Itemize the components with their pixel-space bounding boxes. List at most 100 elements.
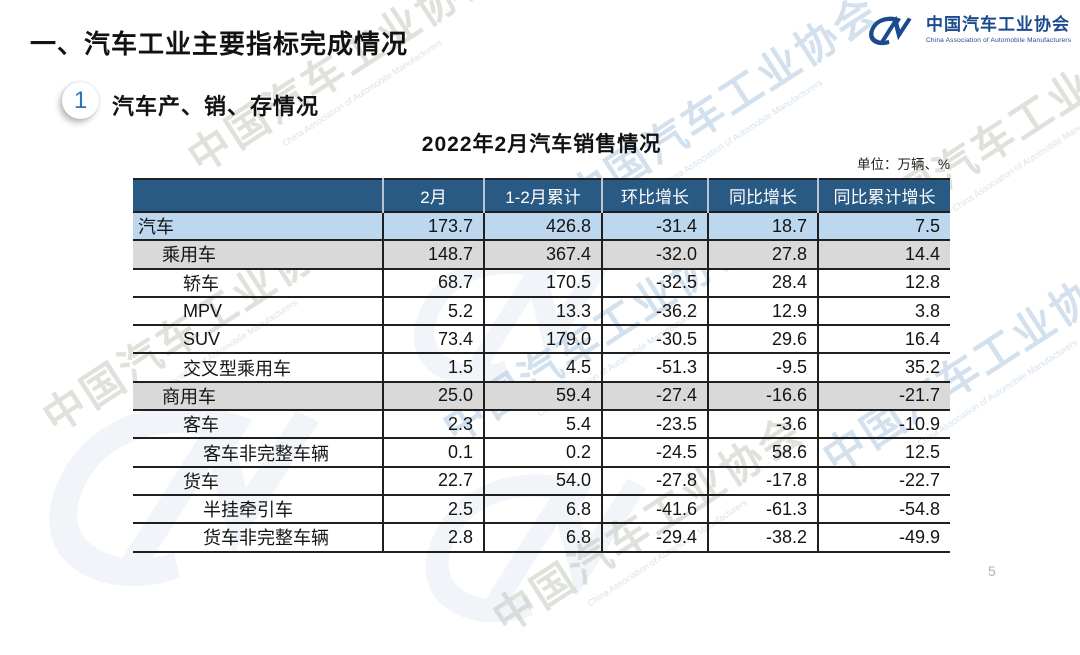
table-cell: 54.0 [483, 466, 602, 495]
logo-text: 中国汽车工业协会 China Association of Automobile… [926, 10, 1071, 44]
table-cell: 73.4 [382, 325, 484, 354]
col-header-yoy-growth: 同比增长 [707, 179, 818, 212]
table-cell: -41.6 [601, 494, 708, 524]
table-cell: -24.5 [601, 438, 708, 467]
row-label: 客车非完整车辆 [203, 443, 329, 464]
table-cell: 14.4 [817, 240, 950, 269]
table-cell: -49.9 [817, 523, 950, 552]
section-title: 一、汽车工业主要指标完成情况 [30, 29, 409, 59]
caam-logo: 中国汽车工业协会 China Association of Automobile… [866, 10, 1071, 48]
unit-note: 单位：万辆、% [856, 157, 950, 172]
table-cell: 18.7 [707, 212, 818, 241]
table-cell: -30.5 [601, 325, 708, 354]
logo-name-en: China Association of Automobile Manufact… [926, 37, 1072, 44]
page-number: 5 [988, 563, 996, 579]
table-cell: 170.5 [483, 268, 602, 297]
row-label: 交叉型乘用车 [183, 358, 291, 379]
table-cell: -21.7 [817, 381, 950, 411]
row-label: MPV [183, 300, 223, 321]
table-row: 半挂牵引车 2.5 6.8 -41.6 -61.3 -54.8 [133, 494, 950, 524]
table-cell: -10.9 [817, 410, 950, 439]
col-header-label [133, 179, 383, 212]
col-header-cumulative: 1-2月累计 [483, 179, 602, 212]
table-cell: 16.4 [817, 325, 950, 354]
table-cell: 27.8 [707, 240, 818, 269]
table-cell: 29.6 [707, 325, 818, 354]
table-cell: -61.3 [707, 494, 818, 524]
table-cell: 1.5 [382, 353, 484, 382]
row-label: 货车 [183, 471, 219, 492]
table-cell: 2.8 [382, 523, 484, 552]
table-cell: 0.1 [382, 438, 484, 467]
table-cell: 25.0 [382, 381, 484, 411]
row-label: 汽车 [133, 212, 383, 241]
table-cell: -27.8 [601, 466, 708, 495]
table-cell: 148.7 [382, 240, 484, 269]
table-cell: 426.8 [483, 212, 602, 241]
col-header-yoy-cum-growth: 同比累计增长 [817, 179, 950, 212]
table-cell: 5.4 [483, 410, 602, 439]
table-title: 2022年2月汽车销售情况 [421, 133, 662, 156]
table-cell: 59.4 [483, 381, 602, 411]
table-row: 货车 22.7 54.0 -27.8 -17.8 -22.7 [133, 466, 950, 495]
table-cell: -36.2 [601, 296, 708, 326]
col-header-feb: 2月 [382, 179, 484, 212]
sales-table: 2月 1-2月累计 环比增长 同比增长 同比累计增长 汽车 173.7 426.8-… [133, 178, 950, 553]
table-cell: 3.8 [817, 296, 950, 326]
table-row: 乘用车 148.7 367.4 -32.0 27.8 14.4 [133, 240, 950, 269]
table-row: SUV 73.4 179.0 -30.5 29.6 16.4 [133, 325, 950, 354]
subsection-title: 汽车产、销、存情况 [112, 94, 320, 119]
row-label: 商用车 [133, 381, 383, 411]
cm-logo-icon [866, 14, 918, 48]
table-cell: 35.2 [817, 353, 950, 382]
table-cell: 12.8 [817, 268, 950, 297]
table-cell: 173.7 [382, 212, 484, 241]
row-label: 乘用车 [133, 240, 383, 269]
table-row: 商用车 25.0 59.4 -27.4 -16.6 -21.7 [133, 381, 950, 411]
table-header-row: 2月 1-2月累计 环比增长 同比增长 同比累计增长 [133, 179, 950, 212]
table-cell: -54.8 [817, 494, 950, 524]
col-header-mom-growth: 环比增长 [601, 179, 708, 212]
table-cell: -38.2 [707, 523, 818, 552]
table-row: 货车非完整车辆 2.8 6.8 -29.4 -38.2 -49.9 [133, 523, 950, 552]
table-cell: -17.8 [707, 466, 818, 495]
table-cell: -27.4 [601, 381, 708, 411]
section-number-badge: 1 [62, 82, 99, 119]
table-cell: -32.0 [601, 240, 708, 269]
table-cell: -51.3 [601, 353, 708, 382]
table-row: MPV 5.2 13.3 -36.2 12.9 3.8 [133, 296, 950, 326]
table-cell: 2.3 [382, 410, 484, 439]
table-row: 交叉型乘用车 1.5 4.5 -51.3 -9.5 35.2 [133, 353, 950, 382]
table-cell: -29.4 [601, 523, 708, 552]
row-label: 货车非完整车辆 [203, 528, 329, 549]
table-cell: 0.2 [483, 438, 602, 467]
table-cell: 5.2 [382, 296, 484, 326]
table-cell: -9.5 [707, 353, 818, 382]
table-cell: -31.4 [601, 212, 708, 241]
table-cell: -16.6 [707, 381, 818, 411]
table-row: 客车非完整车辆 0.1 0.2 -24.5 58.6 12.5 [133, 438, 950, 467]
row-label: 客车 [183, 415, 219, 436]
badge-number: 1 [73, 86, 88, 114]
table-row: 客车 2.3 5.4 -23.5 -3.6 -10.9 [133, 410, 950, 439]
table-cell: 7.5 [817, 212, 950, 241]
row-label: SUV [183, 328, 221, 349]
table-cell: 2.5 [382, 494, 484, 524]
table-cell: -23.5 [601, 410, 708, 439]
table-cell: 12.5 [817, 438, 950, 467]
table-cell: 22.7 [382, 466, 484, 495]
table-cell: 13.3 [483, 296, 602, 326]
table-cell: 179.0 [483, 325, 602, 354]
table-body: 汽车 173.7 426.8 -31.4 18.7 7.5 乘用车 148.7 367.4 -32… [133, 212, 950, 552]
table-cell: 4.5 [483, 353, 602, 382]
table-cell: 6.8 [483, 523, 602, 552]
row-label: 轿车 [183, 273, 219, 294]
table-cell: -32.5 [601, 268, 708, 297]
row-label: 半挂牵引车 [203, 500, 293, 521]
table-cell: -22.7 [817, 466, 950, 495]
table-row: 汽车 173.7 426.8 -31.4 18.7 7.5 [133, 212, 950, 241]
table-cell: 12.9 [707, 296, 818, 326]
table-row: 轿车 68.7 170.5 -32.5 28.4 12.8 [133, 268, 950, 297]
logo-name-cn: 中国汽车工业协会 [926, 15, 1070, 34]
table-cell: 367.4 [483, 240, 602, 269]
